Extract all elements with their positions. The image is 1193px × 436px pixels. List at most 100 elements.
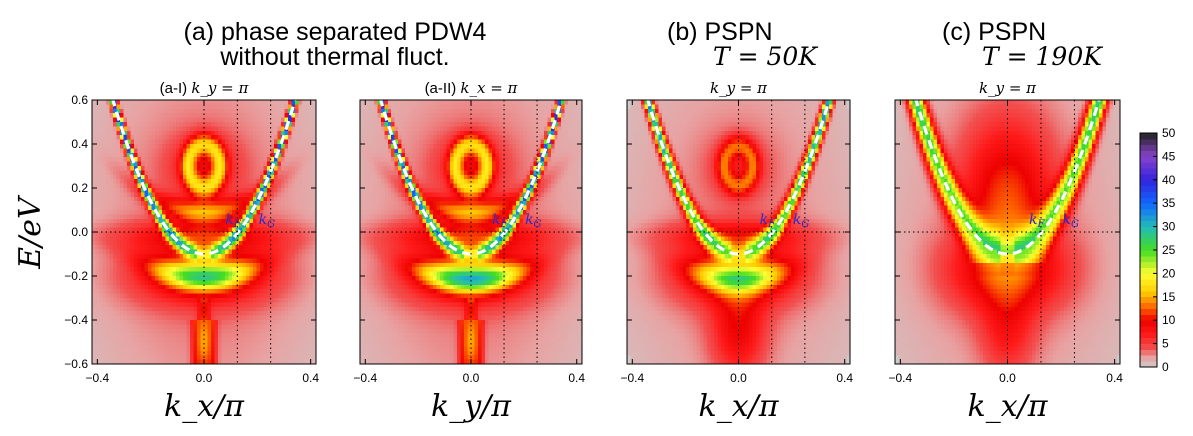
heatmap-cell: [422, 130, 427, 136]
heatmap-cell: [116, 108, 121, 114]
heatmap-cell: [305, 117, 310, 123]
heatmap-cell: [242, 122, 247, 127]
heatmap-cell: [179, 148, 184, 154]
heatmap-cell: [113, 130, 117, 136]
heatmap-cell: [134, 130, 138, 136]
heatmap-cell: [267, 337, 271, 343]
heatmap-cell: [148, 214, 152, 220]
heatmap-cell: [391, 355, 396, 360]
heatmap-cell: [263, 117, 268, 123]
heatmap-cell: [197, 346, 201, 352]
heatmap-cell: [92, 350, 96, 356]
heatmap-cell: [151, 355, 156, 360]
heatmap-cell: [207, 333, 212, 338]
heatmap-cell: [298, 130, 303, 136]
heatmap-cell: [155, 271, 159, 277]
heatmap-cell: [295, 359, 299, 365]
heatmap-cell: [235, 245, 240, 250]
heatmap-cell: [305, 214, 310, 220]
heatmap-cell: [242, 201, 247, 206]
heatmap-cell: [246, 152, 250, 158]
heatmap-cell: [408, 262, 413, 268]
heatmap-cell: [401, 179, 406, 184]
heatmap-cell: [92, 359, 96, 365]
heatmap-cell: [239, 170, 243, 176]
heatmap-cell: [309, 170, 313, 176]
heatmap-cell: [373, 276, 378, 281]
heatmap-cell: [211, 355, 215, 360]
heatmap-cell: [179, 262, 184, 268]
heatmap-cell: [274, 328, 278, 334]
heatmap-cell: [123, 298, 128, 303]
heatmap-cell: [253, 170, 257, 176]
heatmap-cell: [309, 298, 313, 303]
heatmap-cell: [298, 188, 303, 193]
heatmap-cell: [116, 170, 121, 176]
heatmap-cell: [373, 139, 378, 145]
heatmap-cell: [144, 249, 149, 255]
heatmap-cell: [176, 108, 180, 114]
heatmap-cell: [366, 302, 371, 308]
heatmap-cell: [109, 196, 114, 202]
heatmap-cell: [190, 148, 194, 154]
heatmap-cell: [288, 188, 292, 193]
heatmap-cell: [291, 328, 296, 334]
heatmap-cell: [225, 144, 229, 149]
heatmap-cell: [384, 232, 389, 237]
heatmap-cell: [274, 350, 278, 356]
heatmap-cell: [186, 108, 191, 114]
heatmap-cell: [211, 350, 215, 356]
heatmap-cell: [127, 139, 131, 145]
heatmap-cell: [288, 337, 292, 343]
heatmap-cell: [228, 227, 233, 233]
heatmap-cell: [176, 245, 180, 250]
heatmap-cell: [197, 284, 201, 290]
x-tick-label: −0.4: [85, 371, 109, 385]
heatmap-cell: [270, 245, 275, 250]
heatmap-cell: [127, 183, 131, 189]
heatmap-cell: [384, 183, 389, 189]
heatmap-cell: [141, 166, 145, 171]
heatmap-cell: [398, 104, 403, 110]
heatmap-cell: [415, 139, 420, 145]
heatmap-cell: [412, 298, 416, 303]
heatmap-cell: [151, 298, 156, 303]
heatmap-cell: [256, 328, 261, 334]
heatmap-cell: [141, 201, 145, 206]
heatmap-cell: [242, 267, 247, 272]
heatmap-cell: [218, 293, 222, 299]
heatmap-cell: [249, 342, 254, 347]
heatmap-cell: [155, 148, 159, 154]
heatmap-cell: [281, 311, 285, 316]
heatmap-cell: [309, 311, 313, 316]
heatmap-cell: [401, 130, 406, 136]
heatmap-cell: [200, 262, 205, 268]
heatmap-cell: [92, 280, 96, 286]
heatmap-cell: [200, 157, 205, 162]
heatmap-cell: [120, 122, 124, 127]
heatmap-cell: [408, 227, 413, 233]
heatmap-cell: [256, 113, 261, 118]
heatmap-cell: [228, 342, 233, 347]
heatmap-cell: [291, 350, 296, 356]
heatmap-cell: [95, 179, 100, 184]
heatmap-cell: [190, 218, 194, 224]
heatmap-cell: [92, 293, 96, 299]
heatmap-cell: [235, 271, 240, 277]
heatmap-cell: [408, 126, 413, 132]
heatmap-cell: [405, 359, 409, 365]
heatmap-cell: [102, 276, 107, 281]
heatmap-cell: [158, 214, 163, 220]
heatmap-cell: [391, 258, 396, 264]
heatmap-cell: [267, 139, 271, 145]
heatmap-cell: [242, 324, 247, 330]
heatmap-cell: [127, 100, 131, 105]
heatmap-cell: [109, 280, 114, 286]
heatmap-cell: [144, 223, 149, 228]
heatmap-cell: [116, 320, 121, 325]
heatmap-cell: [239, 232, 243, 237]
heatmap-cell: [116, 122, 121, 127]
heatmap-cell: [274, 218, 278, 224]
heatmap-cell: [309, 315, 313, 321]
heatmap-cell: [408, 170, 413, 176]
